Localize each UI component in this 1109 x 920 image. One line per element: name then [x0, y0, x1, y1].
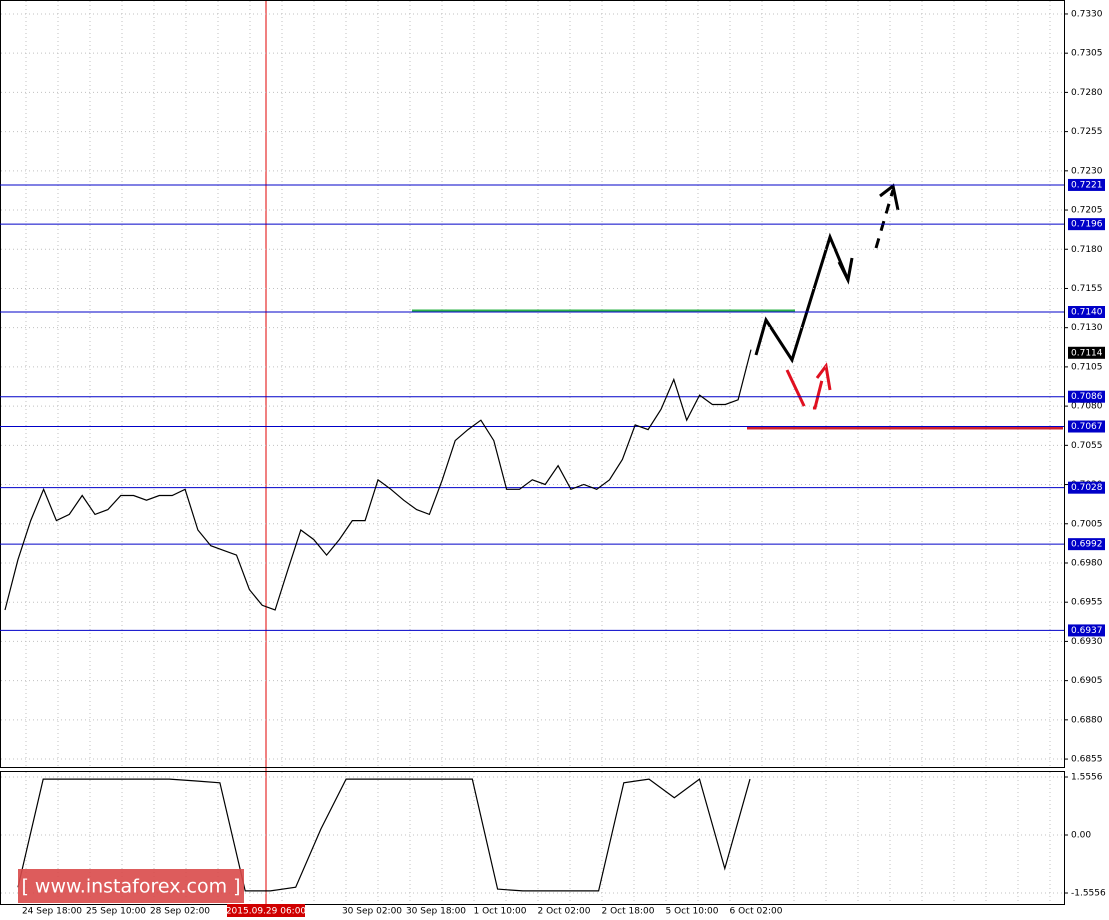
y-tick-label: 0.7230: [1071, 166, 1103, 176]
y-tick-label: 0.00: [1071, 831, 1091, 841]
x-tick-label: 30 Sep 02:00: [342, 907, 402, 917]
y-tick-label: 0.7180: [1071, 245, 1103, 255]
price-line: [17, 778, 751, 892]
indicator-panel: [0, 771, 1065, 905]
x-tick-label: 2 Oct 02:00: [538, 907, 591, 917]
x-tick-label: 25 Sep 10:00: [86, 907, 146, 917]
y-tick-label: 0.7055: [1071, 441, 1103, 451]
cursor-time-label: 2015.09.29 06:00: [226, 907, 307, 917]
x-tick-label: 2 Oct 18:00: [602, 907, 655, 917]
y-tick-label: 0.7155: [1071, 284, 1103, 294]
y-tick-label: 0.7105: [1071, 362, 1103, 372]
level-label: 0.6992: [1071, 540, 1103, 550]
price-label-box: [1068, 346, 1105, 359]
level-label-box: [1068, 306, 1105, 318]
level-label-box: [1068, 218, 1105, 231]
x-tick-label: 30 Sep 18:00: [406, 907, 466, 917]
watermark-text: [ www.instaforex.com ]: [21, 876, 240, 898]
y-tick-label: 0.7280: [1071, 88, 1103, 98]
level-label: 0.7028: [1071, 483, 1103, 493]
y-tick-label: -1.5556: [1071, 888, 1106, 898]
y-tick-label: 0.7255: [1071, 127, 1103, 137]
y-tick-label: 0.6880: [1071, 715, 1103, 725]
cursor-label-box: [227, 904, 305, 917]
level-label: 0.7067: [1071, 422, 1103, 432]
level-label: 0.7140: [1071, 308, 1103, 318]
y-tick-label: 0.6955: [1071, 598, 1103, 608]
x-tick-label: 24 Sep 18:00: [22, 907, 82, 917]
level-label: 0.7196: [1071, 220, 1103, 230]
forecast-arrowhead: [837, 257, 854, 285]
level-label-box: [1068, 481, 1105, 494]
y-tick-label: 0.7305: [1071, 49, 1103, 59]
x-tick-label: 1 Oct 10:00: [474, 907, 527, 917]
level-label-box: [1068, 624, 1105, 637]
watermark: [ www.instaforex.com ]: [18, 869, 244, 903]
y-tick-label: 0.6905: [1071, 676, 1103, 686]
y-tick-label: 0.6855: [1071, 755, 1103, 765]
forecast-arrow: [754, 232, 850, 364]
y-tick-label: 0.7130: [1071, 323, 1103, 333]
y-tick-label: 1.5556: [1071, 773, 1103, 783]
level-label-box: [1068, 390, 1105, 403]
y-tick-label: 0.6980: [1071, 558, 1103, 568]
x-tick-label: 6 Oct 02:00: [730, 907, 783, 917]
y-tick-label: 0.7330: [1071, 9, 1103, 19]
level-label: 0.6937: [1071, 626, 1103, 636]
alt-arrowhead: [815, 362, 832, 391]
y-tick-label: 0.6930: [1071, 637, 1103, 647]
watermark-box: [18, 869, 244, 903]
alt-arrow: [785, 367, 827, 410]
y-tick-label: 0.7005: [1071, 519, 1103, 529]
level-label-box: [1068, 178, 1105, 191]
price-line: [4, 349, 752, 611]
level-label-box: [1068, 420, 1105, 433]
main-panel: [0, 0, 1065, 768]
x-tick-label: 5 Oct 10:00: [666, 907, 719, 917]
y-tick-label: 0.7205: [1071, 206, 1103, 216]
level-label: 0.7221: [1071, 180, 1103, 190]
y-tick-label: 0.7080: [1071, 402, 1103, 412]
price-label: 0.7114: [1071, 348, 1103, 358]
forecast-arrowhead: [879, 183, 900, 211]
level-label: 0.7086: [1071, 392, 1103, 402]
x-tick-label: 28 Sep 02:00: [150, 907, 210, 917]
level-label-box: [1068, 538, 1105, 551]
